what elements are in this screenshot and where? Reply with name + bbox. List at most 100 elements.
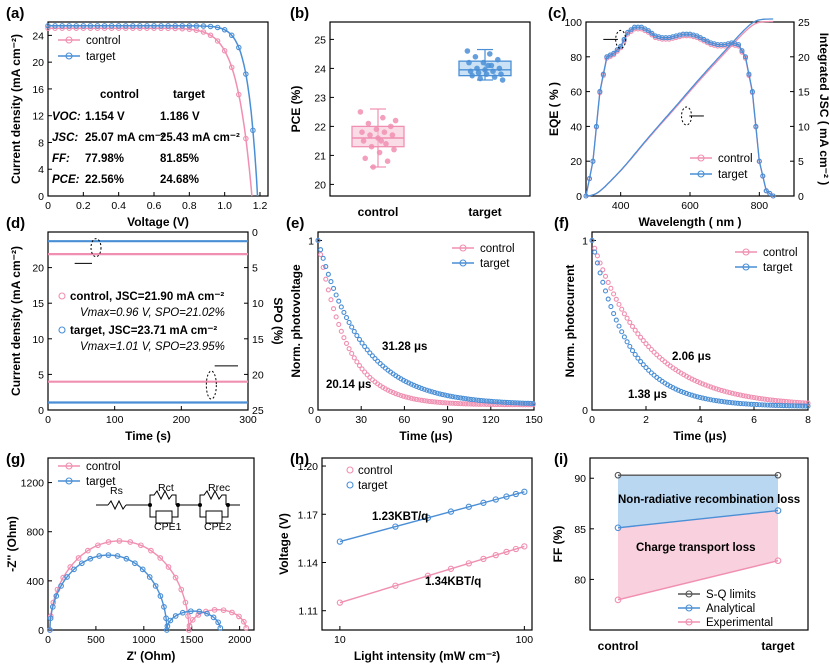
y-tick-label: 5 — [38, 369, 44, 381]
nyquist-point-target — [163, 627, 170, 633]
x-tick-label: 0.8 — [182, 200, 197, 212]
fit-line-control — [339, 545, 525, 604]
decay-point-target — [445, 393, 451, 399]
spo-caption: Vmax=1.01 V, SPO=23.95% — [80, 341, 225, 353]
y-tick-label: 0 — [308, 405, 314, 417]
y-tick-label: 22 — [314, 121, 326, 133]
y-axis-label: Norm. photocurrent — [563, 265, 577, 378]
decay-point-target — [364, 347, 370, 353]
nyquist-point-control — [105, 539, 112, 545]
panel-b: 20 21 22 23 24 25 PCE (%) (b) control target — [289, 5, 531, 219]
data-point-target — [487, 51, 493, 57]
decay-point-control — [705, 383, 711, 389]
nyquist-point-target — [64, 574, 70, 580]
decay-point-control — [759, 396, 765, 402]
plot-frame — [317, 231, 535, 411]
decay-point-target — [600, 279, 606, 285]
data-point-control — [367, 132, 373, 138]
nyquist-point-control — [95, 542, 101, 549]
eqe-point — [739, 48, 745, 54]
y-tick-label: 8 — [38, 137, 44, 149]
spo-caption: target, JSC=23.71 mA cm⁻² — [70, 325, 217, 337]
y-tick-label: 90 — [574, 473, 586, 485]
panel-label: (b) — [290, 5, 309, 22]
decay-point-target — [354, 333, 360, 339]
decay-point-target — [619, 329, 625, 335]
data-point-target — [495, 56, 501, 63]
decay-point-target — [468, 396, 474, 402]
decay-point-control — [403, 394, 409, 400]
decay-point-control — [494, 402, 500, 408]
eqe-curve — [585, 26, 774, 197]
wire — [199, 505, 229, 518]
decay-point-target — [325, 271, 331, 277]
decay-point-control — [708, 384, 714, 390]
slope-label-target: 1.23KBT/q — [372, 511, 428, 523]
legend-marker — [65, 462, 73, 470]
ff-point — [614, 524, 622, 532]
decay-point-target — [683, 390, 690, 397]
decay-point-target — [336, 298, 342, 304]
decay-point-control — [489, 401, 495, 408]
resistor-rrec — [199, 489, 227, 505]
nyquist-point-target — [146, 574, 153, 580]
decay-point-target — [486, 398, 492, 404]
legend-label: Analytical — [706, 603, 755, 615]
nyquist-point-target — [204, 610, 210, 617]
data-point-target — [492, 496, 499, 503]
decay-point-target — [597, 270, 603, 276]
y-tick-label: 1 — [308, 235, 314, 247]
panel-label: (d) — [6, 215, 25, 232]
y-tick-label: 80 — [574, 574, 586, 586]
decay-point-control — [702, 382, 708, 388]
decay-point-control — [413, 396, 420, 402]
decay-point-target — [442, 392, 448, 398]
nyquist-point-target — [210, 614, 217, 621]
decay-point-target — [789, 403, 795, 409]
panel-label: (i) — [554, 451, 568, 468]
x-tick-label: 0.6 — [147, 200, 162, 212]
x-axis-label: Z' (Ohm) — [127, 649, 176, 663]
decay-point-target — [592, 249, 598, 255]
jv-curve-target — [48, 25, 259, 197]
decay-point-control — [491, 401, 497, 408]
decay-point-target — [483, 398, 490, 404]
nyquist-point-control — [236, 613, 242, 620]
y-axis-label: Norm. photovoltage — [289, 264, 303, 378]
data-point-target — [521, 488, 528, 495]
decay-point-target — [721, 399, 727, 405]
x-axis-label: Voltage (V) — [127, 215, 189, 229]
decay-point-target — [783, 403, 789, 409]
decay-point-target — [520, 400, 526, 406]
legend-marker — [685, 618, 693, 626]
decay-point-control — [468, 401, 474, 407]
nyquist-point-target — [157, 593, 164, 599]
legend-label: target — [763, 262, 793, 274]
decay-point-target — [697, 394, 703, 401]
decay-point-control — [646, 344, 652, 350]
decay-point-target — [346, 319, 352, 326]
legend-marker — [459, 244, 467, 252]
slope-label-control: 1.34KBT/q — [425, 576, 481, 588]
decay-point-target — [702, 396, 708, 402]
y2-axis-label: Integrated JSC ( mA cm⁻² ) — [817, 33, 830, 186]
y2-tick-label: 20 — [252, 369, 264, 381]
decay-point-target — [481, 398, 487, 404]
jv-point-target — [186, 23, 193, 29]
data-point-control — [392, 582, 399, 589]
x-axis-label: Wavelength ( nm ) — [639, 215, 742, 229]
category-label: target — [468, 205, 501, 219]
nyquist-point-control — [178, 586, 185, 593]
y2-tick-label: 15 — [798, 87, 810, 99]
eqe-point — [756, 158, 762, 164]
y-tick-label: 800 — [26, 527, 44, 539]
panel-label: (f) — [554, 215, 569, 232]
nyquist-point-target — [179, 609, 186, 616]
data-point-target — [503, 493, 510, 500]
y-tick-label: 23 — [314, 92, 326, 104]
x-tick-label: 150 — [525, 414, 543, 426]
decay-point-control — [608, 285, 614, 291]
y2-tick-label: 0 — [252, 227, 258, 239]
decay-point-target — [778, 403, 784, 409]
decay-point-target — [602, 288, 609, 294]
